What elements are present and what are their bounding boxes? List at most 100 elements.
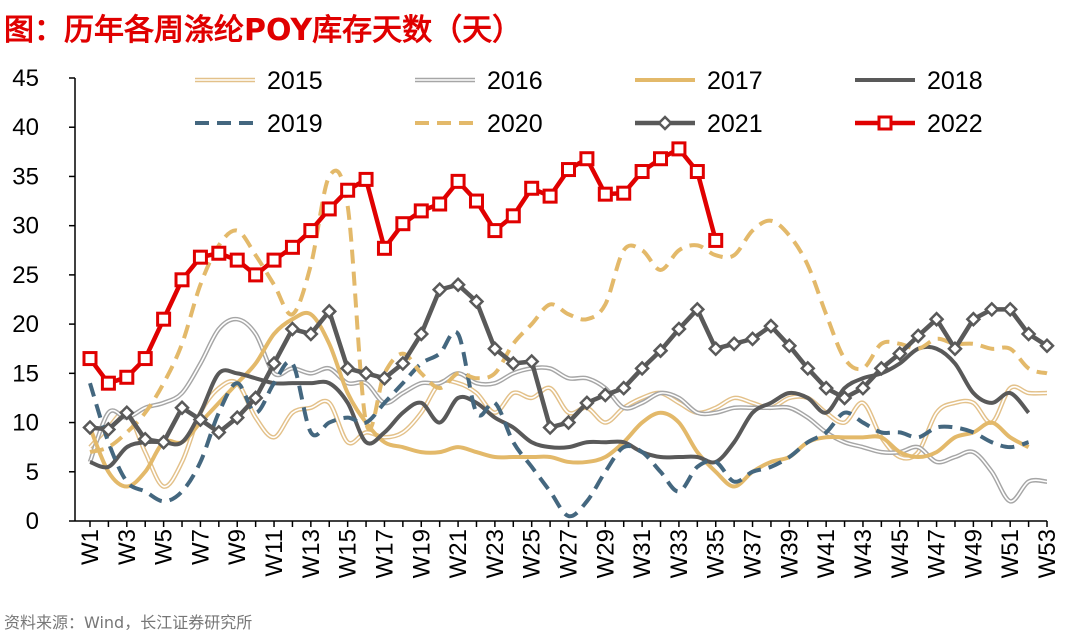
point-marker (137, 431, 153, 448)
x-tick-label: W11 (261, 529, 288, 577)
legend-label: 2022 (927, 110, 983, 138)
x-tick-label: W33 (666, 529, 693, 578)
point-marker (873, 360, 890, 377)
point-marker (192, 249, 208, 265)
point-marker (928, 311, 945, 327)
line-inner (89, 318, 1048, 503)
x-tick-label: W21 (445, 529, 472, 578)
chart-title: 图：历年各周涤纶POY库存天数（天） (4, 13, 522, 48)
point-marker (395, 216, 411, 232)
source-note: 资料来源：Wind，长江证券研究所 (4, 613, 252, 632)
x-tick-label: W37 (740, 529, 767, 578)
point-marker (744, 331, 761, 347)
point-marker (284, 239, 300, 255)
point-marker (671, 321, 687, 337)
point-marker (579, 395, 595, 411)
x-tick-label: W43 (850, 529, 877, 578)
point-marker (561, 162, 576, 178)
x-tick-label: W45 (887, 529, 914, 578)
point-marker (468, 293, 485, 310)
point-marker (560, 414, 577, 431)
y-tick-label: 35 (12, 163, 39, 190)
point-marker (597, 186, 613, 202)
point-marker (82, 419, 98, 436)
point-marker (542, 419, 558, 436)
point-marker (799, 360, 816, 377)
point-marker (395, 355, 411, 372)
point-marker (1020, 326, 1037, 342)
legend-label: 2018 (927, 67, 983, 95)
y-tick-label: 30 (12, 213, 39, 240)
point-marker (155, 434, 172, 451)
point-marker (910, 328, 926, 344)
y-tick-label: 0 (26, 508, 39, 535)
legend-label: 2017 (707, 67, 763, 95)
point-marker (119, 404, 135, 421)
point-marker (174, 400, 190, 416)
point-marker (266, 252, 282, 268)
point-marker (358, 171, 374, 187)
x-tick-label: W1 (77, 529, 104, 565)
point-marker (450, 173, 466, 189)
point-marker (634, 164, 650, 180)
x-tick-label: W31 (629, 529, 656, 578)
point-marker (248, 267, 264, 283)
x-tick-label: W7 (187, 529, 214, 565)
legend-marker (877, 115, 893, 131)
y-tick-label: 5 (26, 459, 39, 486)
point-marker (82, 351, 98, 367)
point-marker (413, 326, 430, 342)
point-marker (284, 321, 301, 337)
point-marker (671, 141, 687, 157)
x-tick-label: W29 (592, 529, 619, 578)
point-marker (708, 232, 724, 248)
point-marker (156, 311, 172, 327)
x-tick-label: W15 (335, 529, 362, 578)
point-marker (303, 223, 319, 239)
x-tick-label: W17 (371, 529, 398, 578)
x-tick-label: W53 (1034, 529, 1061, 578)
point-marker (965, 311, 982, 327)
legend-label: 2016 (487, 67, 543, 95)
series-line (89, 168, 1048, 455)
x-tick-label: W25 (519, 529, 546, 578)
point-marker (468, 193, 484, 209)
point-marker (1002, 301, 1018, 318)
point-marker (781, 338, 798, 354)
x-tick-label: W9 (224, 529, 251, 565)
point-marker (984, 301, 1000, 318)
point-marker (358, 365, 374, 382)
x-tick-label: W41 (813, 529, 840, 578)
point-marker (505, 355, 522, 372)
point-marker (321, 201, 337, 217)
point-marker (229, 252, 245, 268)
point-marker (376, 370, 393, 387)
point-marker (652, 342, 669, 359)
point-marker (542, 188, 558, 204)
point-marker (137, 351, 153, 367)
point-marker (726, 336, 742, 352)
x-tick-label: W13 (298, 529, 325, 578)
point-marker (321, 303, 338, 320)
point-marker (523, 353, 540, 370)
point-marker (413, 203, 429, 219)
point-marker (634, 360, 650, 377)
point-marker (119, 369, 135, 385)
point-marker (192, 411, 209, 428)
point-marker (487, 223, 503, 239)
point-marker (653, 151, 669, 167)
point-marker (487, 340, 503, 357)
point-marker (339, 360, 356, 377)
x-tick-label: W3 (114, 529, 141, 565)
point-marker (303, 326, 319, 342)
x-tick-label: W49 (960, 529, 987, 578)
point-marker (266, 355, 282, 372)
y-tick-label: 10 (12, 410, 39, 437)
y-tick-label: 20 (12, 311, 39, 338)
point-marker (855, 380, 871, 396)
legend-label: 2020 (487, 110, 543, 138)
point-marker (689, 301, 706, 318)
series-line (88, 329, 1030, 519)
point-marker (376, 240, 392, 256)
point-marker (431, 281, 448, 298)
